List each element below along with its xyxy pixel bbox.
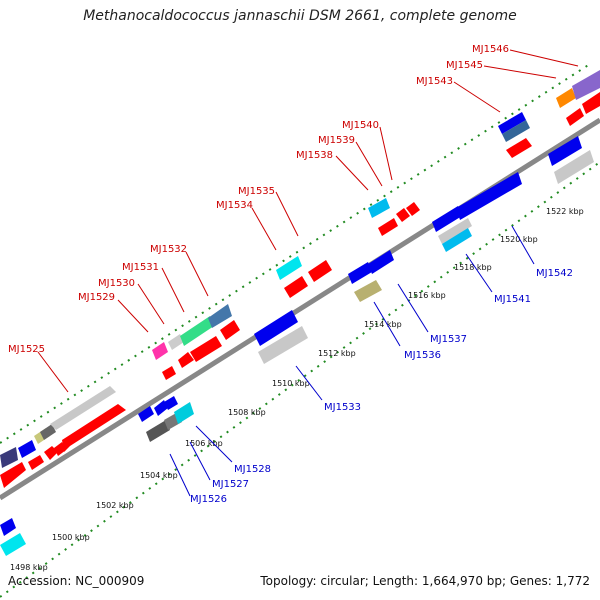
forward-gene-label: MJ1545 (446, 60, 483, 71)
gene-arrow-red (582, 92, 600, 114)
gene-box-orange (556, 88, 576, 108)
gene-arrow-blue (254, 310, 298, 346)
gene-arrow-red (44, 446, 58, 460)
forward-gene-label: MJ1534 (216, 200, 253, 211)
gene-box-gray (40, 424, 56, 440)
gene-arrow-red (308, 260, 332, 282)
forward-gene-label: MJ1543 (416, 76, 453, 87)
gene-arrow-red (178, 352, 194, 368)
reverse-gene-label: MJ1533 (324, 402, 361, 413)
gene-arrow-blue (0, 518, 16, 536)
topology-text: Topology: circular; Length: 1,664,970 bp… (260, 574, 590, 588)
gene-arrow-blue (456, 172, 522, 220)
forward-gene-label: MJ1538 (296, 150, 333, 161)
tick-label: 1520 kbp (500, 235, 538, 244)
tick-label: 1508 kbp (228, 408, 266, 417)
gene-box-cyan (442, 228, 472, 252)
gene-box-lightgray (50, 386, 116, 430)
lower-dotted-track (0, 161, 600, 598)
gene-arrow-red-long (62, 404, 126, 452)
gene-arrow-red (566, 108, 584, 126)
tick-label: 1504 kbp (140, 471, 178, 480)
tick-label: 1516 kbp (408, 291, 446, 300)
gene-box-steelblue (502, 120, 530, 142)
gene-arrow-blue (432, 206, 462, 232)
forward-gene-label: MJ1525 (8, 344, 45, 355)
forward-gene-label: MJ1531 (122, 262, 159, 273)
gene-box-cyan (174, 402, 194, 424)
tick-label: 1512 kbp (318, 349, 356, 358)
gene-arrow-blue (138, 406, 154, 422)
gene-box-purple (572, 70, 600, 100)
gene-box-magenta (152, 342, 168, 360)
gene-arrow-blue (348, 262, 372, 284)
reverse-genes (0, 136, 594, 556)
forward-gene-labels: MJ1525 MJ1529 MJ1530 MJ1531 MJ1532 MJ153… (8, 44, 579, 393)
gene-box-blue (498, 112, 526, 134)
gene-box-green (180, 316, 214, 346)
forward-gene-label: MJ1529 (78, 292, 115, 303)
tick-label: 1506 kbp (185, 439, 223, 448)
forward-gene-label: MJ1530 (98, 278, 135, 289)
gene-box-lightgray (258, 326, 308, 364)
gene-arrow-red (406, 202, 420, 216)
tick-label: 1502 kbp (96, 501, 134, 510)
forward-genes (0, 70, 600, 488)
gene-arrow-red (28, 455, 44, 470)
tick-label: 1498 kbp (10, 563, 48, 572)
forward-gene-label: MJ1546 (472, 44, 509, 55)
gene-box-cyan (368, 198, 390, 218)
tick-label: 1514 kbp (364, 320, 402, 329)
gene-arrow-blue (368, 250, 394, 274)
forward-gene-label: MJ1539 (318, 135, 355, 146)
gene-box-gray (146, 420, 170, 442)
reverse-gene-labels: MJ1526 MJ1527 MJ1528 MJ1533 MJ1536 MJ153… (169, 225, 573, 505)
reverse-gene-label: MJ1541 (494, 294, 531, 305)
gene-arrow-blue (548, 136, 582, 166)
gene-forward-navy (0, 447, 18, 468)
gene-box-lightgray (438, 218, 472, 244)
reverse-gene-label: MJ1526 (190, 494, 227, 505)
gene-arrow-blue (154, 400, 168, 416)
tick-label: 1500 kbp (52, 533, 90, 542)
forward-gene-label: MJ1535 (238, 186, 275, 197)
tick-label: 1518 kbp (454, 263, 492, 272)
gene-box-cyan (276, 256, 302, 280)
dot-tracks (0, 63, 600, 598)
reverse-gene-label: MJ1537 (430, 334, 467, 345)
gene-arrow-red (378, 218, 398, 236)
gene-arrow-red (506, 138, 532, 158)
gene-arrow-red (220, 320, 240, 340)
tick-labels: 1498 kbp 1500 kbp 1502 kbp 1504 kbp 1506… (10, 207, 584, 572)
gene-arrow-blue (18, 440, 36, 458)
gene-arrow-red (162, 366, 176, 380)
gene-arrow-red (0, 462, 26, 488)
accession-text: Accession: NC_000909 (8, 574, 145, 588)
gene-box-steelblue (208, 304, 232, 328)
gene-box-lightgray (168, 334, 184, 350)
forward-gene-label: MJ1532 (150, 244, 187, 255)
gene-box-lightgray (554, 150, 594, 184)
upper-dotted-track (0, 63, 591, 444)
gene-arrow-red (190, 336, 222, 362)
tick-label: 1510 kbp (272, 379, 310, 388)
reverse-gene-label: MJ1536 (404, 350, 441, 361)
reverse-gene-label: MJ1528 (234, 464, 271, 475)
tick-label: 1522 kbp (546, 207, 584, 216)
gene-arrow-red (284, 276, 308, 298)
gene-arrow-red (396, 208, 410, 222)
gene-box-cyan (0, 533, 26, 556)
gene-arrow-blue (164, 396, 178, 410)
reverse-gene-label: MJ1527 (212, 479, 249, 490)
map-title: Methanocaldococcus jannaschii DSM 2661, … (83, 8, 517, 24)
forward-gene-label: MJ1540 (342, 120, 379, 131)
reverse-gene-label: MJ1542 (536, 268, 573, 279)
gene-box-olive (354, 280, 382, 302)
